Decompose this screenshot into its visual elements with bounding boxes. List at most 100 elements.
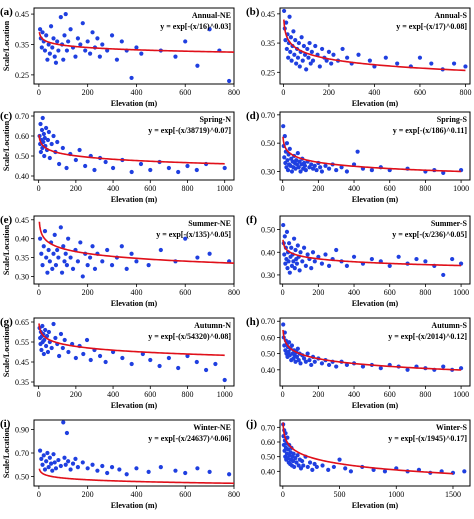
data-point	[158, 465, 163, 470]
data-point	[303, 263, 308, 268]
y-tick-label: 0.60	[261, 333, 275, 342]
data-point	[134, 45, 139, 50]
data-point	[49, 345, 54, 351]
data-point	[340, 46, 345, 52]
data-point	[60, 145, 65, 151]
x-tick-label: 400	[348, 184, 360, 193]
data-point	[282, 252, 287, 257]
data-point	[129, 169, 134, 175]
data-point	[37, 236, 43, 241]
data-point	[293, 359, 298, 364]
y-tick-label: 0.50	[261, 453, 275, 462]
data-point	[75, 259, 81, 264]
x-tick-label: 0	[37, 390, 41, 399]
data-point	[367, 58, 372, 63]
data-point	[295, 55, 301, 60]
y-tick-label: 0.50	[261, 226, 275, 235]
data-point	[307, 40, 312, 46]
x-tick-label: 800	[419, 288, 431, 297]
x-tick-label: 0	[281, 490, 285, 499]
data-point	[75, 36, 81, 41]
panel-label: (e)	[0, 214, 13, 226]
data-point	[50, 468, 55, 473]
x-tick-label: 1000	[388, 490, 404, 499]
data-point	[66, 39, 71, 44]
data-point	[49, 141, 54, 147]
data-point	[301, 245, 307, 250]
data-point	[73, 54, 78, 59]
data-point	[298, 361, 303, 366]
data-point	[292, 464, 297, 470]
data-point	[369, 256, 374, 262]
x-axis-label: Elevation (m)	[111, 501, 158, 510]
data-point	[286, 55, 291, 60]
data-point	[46, 465, 51, 470]
y-tick-label: 0.65	[15, 318, 29, 327]
series-name: Autumn-N	[194, 321, 231, 330]
y-tick-label: 0.30	[261, 271, 275, 280]
data-point	[41, 139, 46, 145]
data-point	[291, 451, 296, 456]
data-point	[45, 349, 51, 355]
data-point	[73, 157, 78, 163]
series-name: Autumn-S	[431, 321, 467, 330]
data-point	[90, 462, 95, 467]
x-tick-label: 400	[130, 490, 142, 499]
x-tick-label: 400	[107, 184, 119, 193]
data-point	[312, 461, 317, 467]
data-point	[312, 359, 317, 364]
data-point	[222, 377, 227, 383]
data-point	[318, 165, 323, 170]
x-tick-label: 600	[384, 390, 396, 399]
data-point	[293, 247, 298, 253]
data-point	[109, 465, 115, 470]
data-point	[290, 458, 296, 464]
data-point	[387, 263, 392, 268]
x-tick-label: 400	[368, 88, 380, 97]
data-point	[158, 247, 163, 253]
data-point	[42, 229, 48, 234]
data-point	[306, 55, 311, 60]
data-point	[129, 75, 134, 81]
x-tick-label: 200	[82, 88, 94, 97]
x-tick-label: 800	[181, 390, 193, 399]
data-point	[309, 362, 314, 368]
data-point	[423, 259, 428, 264]
data-point	[92, 266, 98, 271]
data-point	[292, 266, 297, 271]
chart-panel: 0 200 400 600 800 1000 0.40 0.50 0.60 0.70(h) Autu…	[246, 316, 471, 410]
data-point	[417, 55, 423, 60]
data-point	[194, 167, 199, 173]
data-point	[310, 250, 316, 255]
data-point	[295, 453, 300, 458]
data-point	[319, 46, 325, 52]
y-tick-label: 0.50	[261, 350, 275, 359]
data-point	[43, 343, 49, 349]
data-point	[52, 460, 57, 465]
data-point	[294, 460, 299, 465]
data-point	[100, 42, 105, 47]
x-tick-label: 0	[281, 184, 285, 193]
data-point	[291, 356, 296, 361]
data-point	[61, 57, 66, 62]
data-point	[355, 149, 360, 154]
data-point	[323, 252, 328, 257]
data-point	[42, 48, 48, 53]
x-axis-label: Elevation (m)	[111, 195, 158, 204]
data-point	[97, 353, 103, 359]
data-point	[284, 20, 289, 25]
x-tick-label: 200	[312, 288, 324, 297]
series-name: Annual-NE	[192, 11, 231, 20]
series-name: Summer-NE	[188, 219, 231, 228]
data-point	[293, 456, 298, 461]
data-point	[305, 252, 310, 257]
data-point	[42, 337, 47, 343]
y-tick-label: 0.45	[15, 358, 29, 367]
x-tick-label: 0	[37, 184, 41, 193]
data-point	[84, 337, 90, 343]
x-tick-label: 500	[334, 490, 346, 499]
data-point	[38, 121, 43, 127]
data-point	[294, 158, 299, 163]
x-tick-label: 200	[323, 88, 335, 97]
data-point	[291, 29, 296, 34]
